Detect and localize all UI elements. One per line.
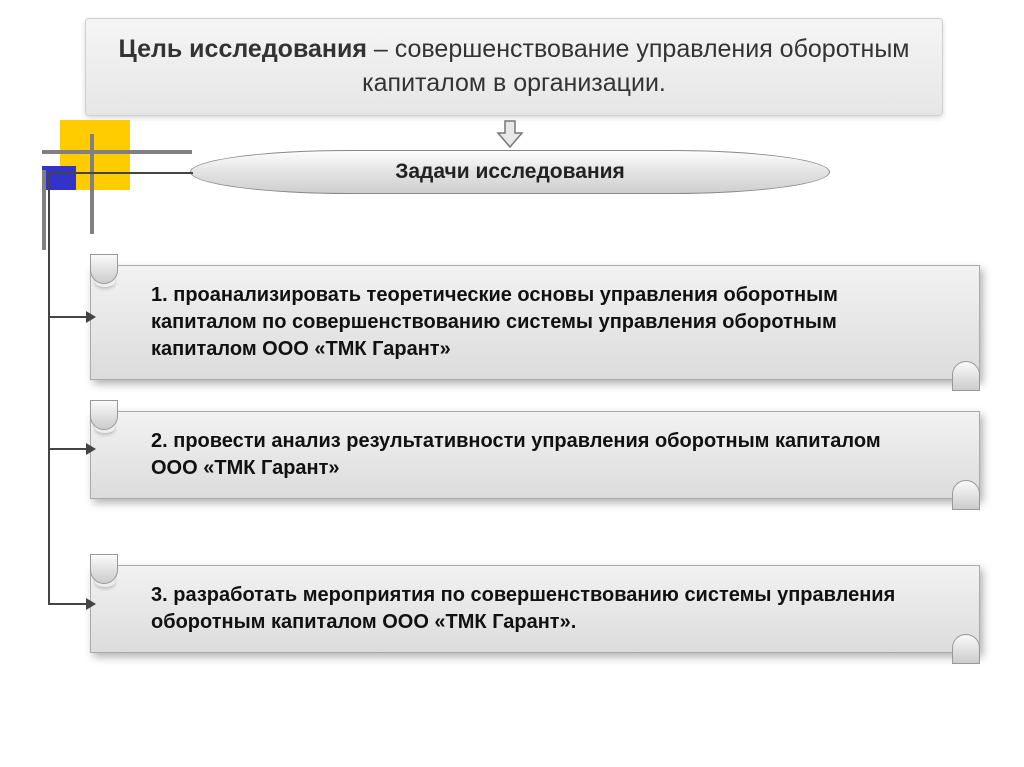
title-box: Цель исследования – совершенствование уп… <box>85 18 943 116</box>
decorative-corner <box>42 120 162 210</box>
connector-h-3 <box>48 603 88 605</box>
scroll-curl-left <box>90 400 118 430</box>
title-rest: – совершенствование управления оборотным… <box>362 35 909 97</box>
task-text: 3. разработать мероприятия по совершенст… <box>151 584 895 633</box>
arrow-right-icon <box>86 598 96 610</box>
arrow-right-icon <box>86 311 96 323</box>
connector-top <box>48 172 193 174</box>
connector-vertical <box>48 172 50 605</box>
connector-h-1 <box>48 316 88 318</box>
tasks-pill: Задачи исследования <box>190 150 830 194</box>
connector-h-2 <box>48 448 88 450</box>
title-bold: Цель исследования <box>119 35 367 63</box>
task-text: 2. провести анализ результативности упра… <box>151 430 881 479</box>
task-box-3: 3. разработать мероприятия по совершенст… <box>90 565 980 653</box>
arrow-down-icon <box>495 119 525 154</box>
pill-label: Задачи исследования <box>395 160 625 184</box>
scroll-curl-right <box>952 361 980 391</box>
scroll-curl-right <box>952 634 980 664</box>
arrow-right-icon <box>86 443 96 455</box>
scroll-curl-left <box>90 254 118 284</box>
task-box-1: 1. проанализировать теоретические основы… <box>90 265 980 380</box>
task-text: 1. проанализировать теоретические основы… <box>151 284 838 360</box>
task-box-2: 2. провести анализ результативности упра… <box>90 411 980 499</box>
scroll-curl-right <box>952 480 980 510</box>
scroll-curl-left <box>90 554 118 584</box>
